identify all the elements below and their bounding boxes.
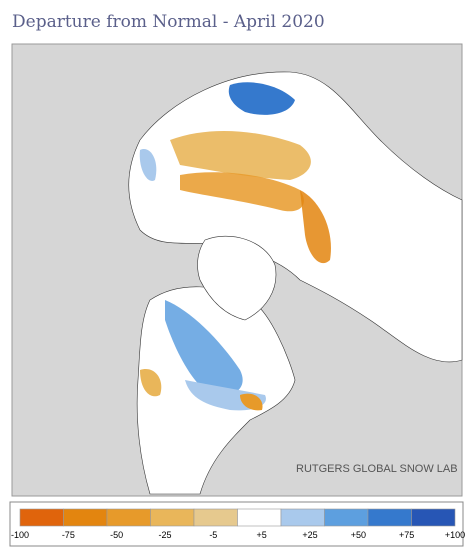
legend-label: +50 <box>351 530 366 540</box>
legend-label: +75 <box>399 530 414 540</box>
legend-swatch <box>19 508 64 527</box>
map: RUTGERS GLOBAL SNOW LAB <box>11 43 463 497</box>
legend-swatch <box>106 508 151 527</box>
credit: RUTGERS GLOBAL SNOW LAB <box>296 463 458 475</box>
legend-swatch <box>150 508 195 527</box>
legend-swatch <box>411 508 456 527</box>
anomaly <box>140 369 162 397</box>
legend-swatch <box>63 508 108 527</box>
legend-swatch <box>280 508 325 527</box>
anomaly <box>139 149 157 181</box>
legend-label: -50 <box>110 530 123 540</box>
legend-swatch <box>237 508 282 527</box>
anomaly <box>300 190 331 264</box>
legend-label: -100 <box>11 530 29 540</box>
legend-swatch <box>367 508 412 527</box>
legend: -100 -75 -50 -25 -5 +5 +25 +50 +75 +100 <box>11 508 465 540</box>
anomaly <box>170 130 311 180</box>
anomaly <box>180 172 304 212</box>
legend-label: +100 <box>445 530 465 540</box>
legend-swatch <box>193 508 238 527</box>
legend-label: -75 <box>62 530 75 540</box>
greenland <box>197 235 277 321</box>
legend-swatch <box>324 508 369 527</box>
title: Departure from Normal - April 2020 <box>12 12 325 32</box>
anomaly <box>165 300 243 397</box>
legend-label: +5 <box>257 530 267 540</box>
legend-label: -25 <box>158 530 171 540</box>
anomaly <box>228 82 295 115</box>
legend-label: -5 <box>209 530 217 540</box>
anomaly <box>240 393 263 411</box>
legend-label: +25 <box>302 530 317 540</box>
